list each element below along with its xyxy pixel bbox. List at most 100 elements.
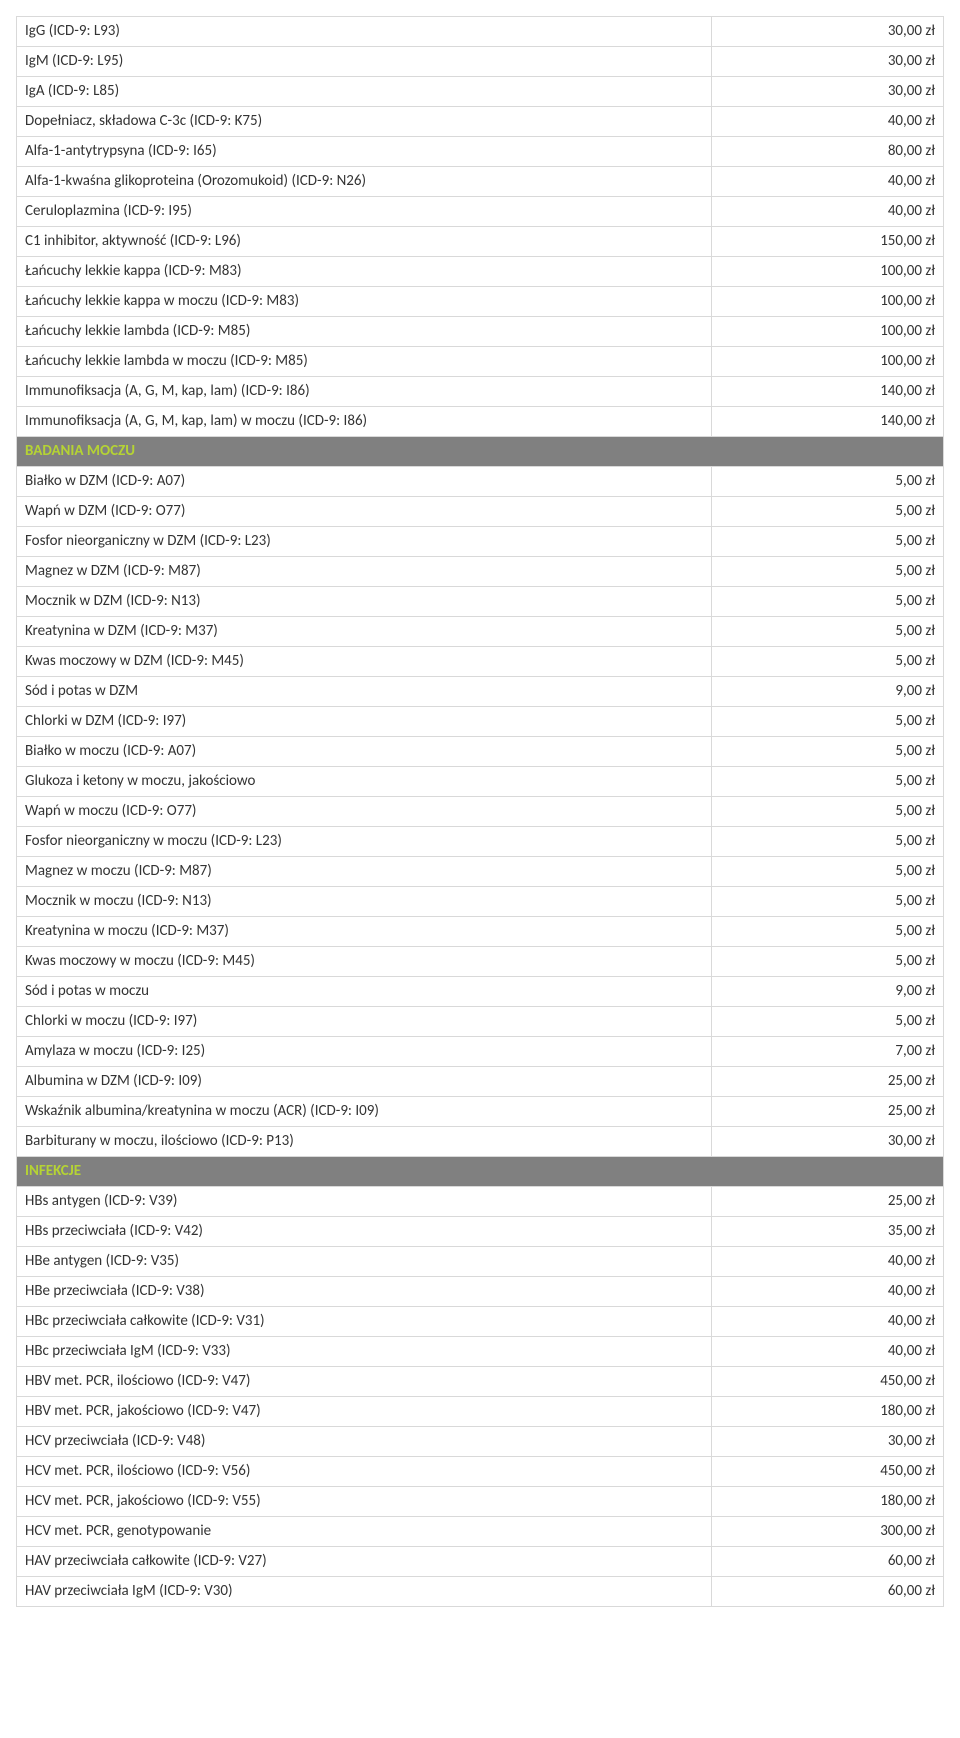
table-row: Immunofiksacja (A, G, M, kap, lam) (ICD-… <box>17 377 944 407</box>
item-name: Dopełniacz, składowa C-3c (ICD-9: K75) <box>17 107 712 137</box>
item-name: HBc przeciwciała całkowite (ICD-9: V31) <box>17 1307 712 1337</box>
section-title: BADANIA MOCZU <box>17 437 944 467</box>
item-price: 25,00 zł <box>712 1067 944 1097</box>
item-name: HCV met. PCR, genotypowanie <box>17 1517 712 1547</box>
table-row: Kwas moczowy w DZM (ICD-9: M45)5,00 zł <box>17 647 944 677</box>
item-name: Sód i potas w moczu <box>17 977 712 1007</box>
item-name: HBs przeciwciała (ICD-9: V42) <box>17 1217 712 1247</box>
item-price: 5,00 zł <box>712 557 944 587</box>
item-name: Barbiturany w moczu, ilościowo (ICD-9: P… <box>17 1127 712 1157</box>
item-name: Kreatynina w DZM (ICD-9: M37) <box>17 617 712 647</box>
table-row: Kreatynina w DZM (ICD-9: M37)5,00 zł <box>17 617 944 647</box>
item-price: 5,00 zł <box>712 1007 944 1037</box>
item-price: 5,00 zł <box>712 857 944 887</box>
table-row: HBe antygen (ICD-9: V35)40,00 zł <box>17 1247 944 1277</box>
item-price: 40,00 zł <box>712 197 944 227</box>
table-row: HBs antygen (ICD-9: V39)25,00 zł <box>17 1187 944 1217</box>
item-name: Łańcuchy lekkie lambda (ICD-9: M85) <box>17 317 712 347</box>
table-row: C1 inhibitor, aktywność (ICD-9: L96)150,… <box>17 227 944 257</box>
item-price: 30,00 zł <box>712 1127 944 1157</box>
item-name: HCV przeciwciała (ICD-9: V48) <box>17 1427 712 1457</box>
table-row: IgM (ICD-9: L95)30,00 zł <box>17 47 944 77</box>
item-name: HBV met. PCR, ilościowo (ICD-9: V47) <box>17 1367 712 1397</box>
item-price: 35,00 zł <box>712 1217 944 1247</box>
item-price: 5,00 zł <box>712 737 944 767</box>
item-price: 100,00 zł <box>712 347 944 377</box>
item-name: Chlorki w DZM (ICD-9: I97) <box>17 707 712 737</box>
item-name: Amylaza w moczu (ICD-9: I25) <box>17 1037 712 1067</box>
table-row: Białko w moczu (ICD-9: A07)5,00 zł <box>17 737 944 767</box>
item-price: 9,00 zł <box>712 977 944 1007</box>
table-row: HBs przeciwciała (ICD-9: V42)35,00 zł <box>17 1217 944 1247</box>
item-price: 140,00 zł <box>712 407 944 437</box>
item-price: 7,00 zł <box>712 1037 944 1067</box>
item-name: Mocznik w moczu (ICD-9: N13) <box>17 887 712 917</box>
item-price: 5,00 zł <box>712 887 944 917</box>
section-title: INFEKCJE <box>17 1157 944 1187</box>
item-name: IgG (ICD-9: L93) <box>17 17 712 47</box>
item-price: 5,00 zł <box>712 917 944 947</box>
item-name: HAV przeciwciała IgM (ICD-9: V30) <box>17 1577 712 1607</box>
table-row: IgA (ICD-9: L85)30,00 zł <box>17 77 944 107</box>
item-price: 5,00 zł <box>712 587 944 617</box>
item-price: 5,00 zł <box>712 797 944 827</box>
table-row: Sód i potas w moczu9,00 zł <box>17 977 944 1007</box>
item-name: Białko w DZM (ICD-9: A07) <box>17 467 712 497</box>
table-row: IgG (ICD-9: L93)30,00 zł <box>17 17 944 47</box>
table-row: Łańcuchy lekkie lambda (ICD-9: M85)100,0… <box>17 317 944 347</box>
item-price: 5,00 zł <box>712 947 944 977</box>
item-name: HCV met. PCR, ilościowo (ICD-9: V56) <box>17 1457 712 1487</box>
table-row: Chlorki w DZM (ICD-9: I97)5,00 zł <box>17 707 944 737</box>
table-row: Kwas moczowy w moczu (ICD-9: M45)5,00 zł <box>17 947 944 977</box>
item-name: HBe przeciwciała (ICD-9: V38) <box>17 1277 712 1307</box>
table-row: Białko w DZM (ICD-9: A07)5,00 zł <box>17 467 944 497</box>
table-row: Wapń w moczu (ICD-9: O77)5,00 zł <box>17 797 944 827</box>
item-price: 5,00 zł <box>712 647 944 677</box>
table-row: Chlorki w moczu (ICD-9: I97)5,00 zł <box>17 1007 944 1037</box>
table-row: Łańcuchy lekkie kappa (ICD-9: M83)100,00… <box>17 257 944 287</box>
item-price: 30,00 zł <box>712 47 944 77</box>
item-name: Wapń w DZM (ICD-9: O77) <box>17 497 712 527</box>
item-name: Białko w moczu (ICD-9: A07) <box>17 737 712 767</box>
item-price: 300,00 zł <box>712 1517 944 1547</box>
table-row: Magnez w DZM (ICD-9: M87)5,00 zł <box>17 557 944 587</box>
table-row: Kreatynina w moczu (ICD-9: M37)5,00 zł <box>17 917 944 947</box>
table-row: Fosfor nieorganiczny w DZM (ICD-9: L23)5… <box>17 527 944 557</box>
table-row: Alfa-1-antytrypsyna (ICD-9: I65)80,00 zł <box>17 137 944 167</box>
item-name: Alfa-1-antytrypsyna (ICD-9: I65) <box>17 137 712 167</box>
item-name: Sód i potas w DZM <box>17 677 712 707</box>
item-price: 5,00 zł <box>712 617 944 647</box>
table-row: HBc przeciwciała całkowite (ICD-9: V31)4… <box>17 1307 944 1337</box>
item-price: 5,00 zł <box>712 767 944 797</box>
item-price: 450,00 zł <box>712 1457 944 1487</box>
item-name: HBV met. PCR, jakościowo (ICD-9: V47) <box>17 1397 712 1427</box>
table-row: HBV met. PCR, jakościowo (ICD-9: V47)180… <box>17 1397 944 1427</box>
table-row: Alfa-1-kwaśna glikoproteina (Orozomukoid… <box>17 167 944 197</box>
table-row: HCV met. PCR, jakościowo (ICD-9: V55)180… <box>17 1487 944 1517</box>
item-price: 100,00 zł <box>712 287 944 317</box>
table-row: Amylaza w moczu (ICD-9: I25)7,00 zł <box>17 1037 944 1067</box>
table-row: HAV przeciwciała IgM (ICD-9: V30)60,00 z… <box>17 1577 944 1607</box>
item-price: 30,00 zł <box>712 77 944 107</box>
table-row: Barbiturany w moczu, ilościowo (ICD-9: P… <box>17 1127 944 1157</box>
item-price: 25,00 zł <box>712 1097 944 1127</box>
table-row: HBc przeciwciała IgM (ICD-9: V33)40,00 z… <box>17 1337 944 1367</box>
item-price: 40,00 zł <box>712 1247 944 1277</box>
item-price: 60,00 zł <box>712 1577 944 1607</box>
item-name: C1 inhibitor, aktywność (ICD-9: L96) <box>17 227 712 257</box>
item-price: 5,00 zł <box>712 707 944 737</box>
table-row: Ceruloplazmina (ICD-9: I95)40,00 zł <box>17 197 944 227</box>
item-price: 40,00 zł <box>712 1277 944 1307</box>
item-price: 40,00 zł <box>712 107 944 137</box>
item-price: 100,00 zł <box>712 257 944 287</box>
table-row: HCV przeciwciała (ICD-9: V48)30,00 zł <box>17 1427 944 1457</box>
table-row: Mocznik w moczu (ICD-9: N13)5,00 zł <box>17 887 944 917</box>
item-price: 5,00 zł <box>712 467 944 497</box>
item-name: Łańcuchy lekkie kappa w moczu (ICD-9: M8… <box>17 287 712 317</box>
table-row: Sód i potas w DZM9,00 zł <box>17 677 944 707</box>
item-price: 40,00 zł <box>712 167 944 197</box>
section-header: BADANIA MOCZU <box>17 437 944 467</box>
item-price: 30,00 zł <box>712 17 944 47</box>
item-name: Fosfor nieorganiczny w moczu (ICD-9: L23… <box>17 827 712 857</box>
table-row: Immunofiksacja (A, G, M, kap, lam) w moc… <box>17 407 944 437</box>
